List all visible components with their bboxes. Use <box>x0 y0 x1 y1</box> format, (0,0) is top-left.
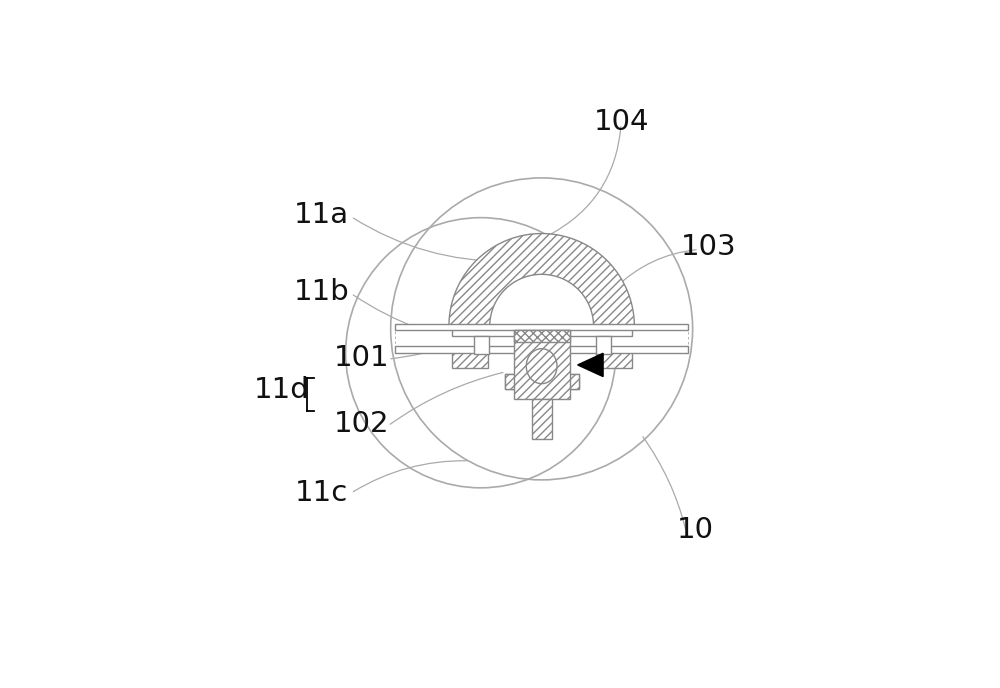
Bar <box>395 330 514 346</box>
Bar <box>395 346 688 353</box>
Bar <box>514 330 570 399</box>
Text: 103: 103 <box>681 233 736 261</box>
Bar <box>474 336 489 354</box>
Text: 11d: 11d <box>254 376 310 404</box>
Text: 102: 102 <box>334 410 389 438</box>
Bar <box>505 374 517 389</box>
Bar <box>570 330 688 346</box>
Bar <box>532 399 552 439</box>
Text: 11c: 11c <box>295 479 348 507</box>
Bar <box>596 336 632 367</box>
Text: 11a: 11a <box>294 201 349 229</box>
Bar <box>452 326 632 336</box>
Bar <box>596 336 611 354</box>
Bar <box>505 374 579 389</box>
Polygon shape <box>449 233 634 326</box>
Text: 101: 101 <box>334 344 389 372</box>
Bar <box>452 336 488 367</box>
Bar <box>566 374 579 389</box>
Text: 104: 104 <box>593 108 649 136</box>
Polygon shape <box>578 353 603 376</box>
Bar <box>395 323 688 330</box>
Bar <box>514 330 570 342</box>
Text: 10: 10 <box>677 516 714 544</box>
Text: 11b: 11b <box>294 278 350 305</box>
